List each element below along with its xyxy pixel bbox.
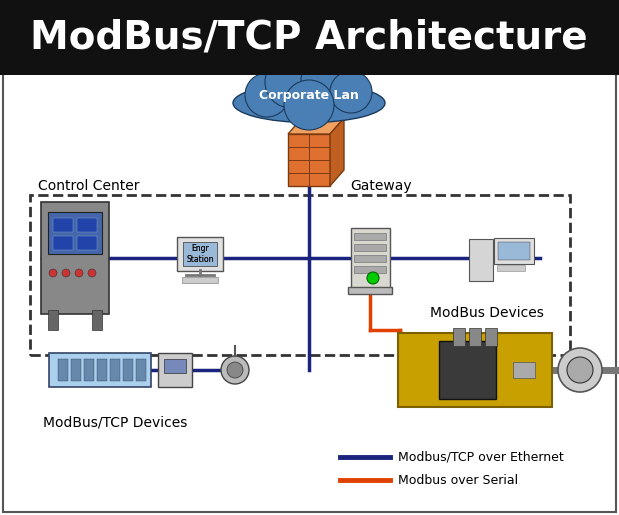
FancyBboxPatch shape <box>84 359 94 381</box>
Circle shape <box>558 348 602 392</box>
Circle shape <box>265 56 317 108</box>
FancyBboxPatch shape <box>348 287 392 294</box>
FancyBboxPatch shape <box>158 353 192 387</box>
FancyBboxPatch shape <box>177 237 223 271</box>
FancyBboxPatch shape <box>350 228 389 288</box>
Circle shape <box>62 269 70 277</box>
Circle shape <box>245 73 289 117</box>
Circle shape <box>221 356 249 384</box>
FancyBboxPatch shape <box>53 218 73 232</box>
FancyBboxPatch shape <box>494 238 534 264</box>
Ellipse shape <box>233 83 385 123</box>
FancyBboxPatch shape <box>469 328 481 346</box>
FancyBboxPatch shape <box>41 202 109 314</box>
FancyBboxPatch shape <box>58 359 68 381</box>
FancyBboxPatch shape <box>0 0 619 75</box>
FancyBboxPatch shape <box>123 359 133 381</box>
FancyBboxPatch shape <box>398 333 552 407</box>
FancyBboxPatch shape <box>498 242 530 260</box>
Text: ModBus/TCP Devices: ModBus/TCP Devices <box>43 415 187 429</box>
Polygon shape <box>288 118 344 134</box>
FancyBboxPatch shape <box>513 362 535 378</box>
Circle shape <box>75 269 83 277</box>
FancyBboxPatch shape <box>77 236 97 250</box>
Circle shape <box>227 362 243 378</box>
Text: Gateway: Gateway <box>350 179 412 193</box>
FancyBboxPatch shape <box>49 353 151 387</box>
FancyBboxPatch shape <box>453 328 465 346</box>
Text: ModBus Devices: ModBus Devices <box>430 306 544 320</box>
FancyBboxPatch shape <box>485 328 497 346</box>
Text: Engr
Station: Engr Station <box>186 244 214 264</box>
Circle shape <box>301 54 353 106</box>
Circle shape <box>367 272 379 284</box>
FancyBboxPatch shape <box>354 255 386 262</box>
FancyBboxPatch shape <box>497 265 525 271</box>
Circle shape <box>49 269 57 277</box>
Polygon shape <box>330 118 344 186</box>
FancyBboxPatch shape <box>354 244 386 251</box>
Circle shape <box>567 357 593 383</box>
FancyBboxPatch shape <box>136 359 146 381</box>
FancyBboxPatch shape <box>77 218 97 232</box>
Circle shape <box>88 269 96 277</box>
FancyBboxPatch shape <box>110 359 120 381</box>
FancyBboxPatch shape <box>354 266 386 273</box>
FancyBboxPatch shape <box>182 277 218 283</box>
Circle shape <box>330 71 372 113</box>
Text: Control Center: Control Center <box>38 179 139 193</box>
Text: Modbus over Serial: Modbus over Serial <box>398 473 518 487</box>
FancyBboxPatch shape <box>53 236 73 250</box>
Circle shape <box>284 80 334 130</box>
FancyBboxPatch shape <box>48 212 102 254</box>
FancyBboxPatch shape <box>71 359 81 381</box>
FancyBboxPatch shape <box>97 359 107 381</box>
FancyBboxPatch shape <box>48 310 58 330</box>
Text: ModBus/TCP Architecture: ModBus/TCP Architecture <box>30 19 588 57</box>
FancyBboxPatch shape <box>92 310 102 330</box>
FancyBboxPatch shape <box>164 359 186 373</box>
Text: Modbus/TCP over Ethernet: Modbus/TCP over Ethernet <box>398 451 564 464</box>
FancyBboxPatch shape <box>469 239 493 281</box>
FancyBboxPatch shape <box>439 341 496 399</box>
FancyBboxPatch shape <box>288 134 330 186</box>
FancyBboxPatch shape <box>183 242 217 266</box>
FancyBboxPatch shape <box>354 233 386 240</box>
Text: Engr
Station: Engr Station <box>186 244 214 264</box>
Text: Corporate Lan: Corporate Lan <box>259 89 359 101</box>
